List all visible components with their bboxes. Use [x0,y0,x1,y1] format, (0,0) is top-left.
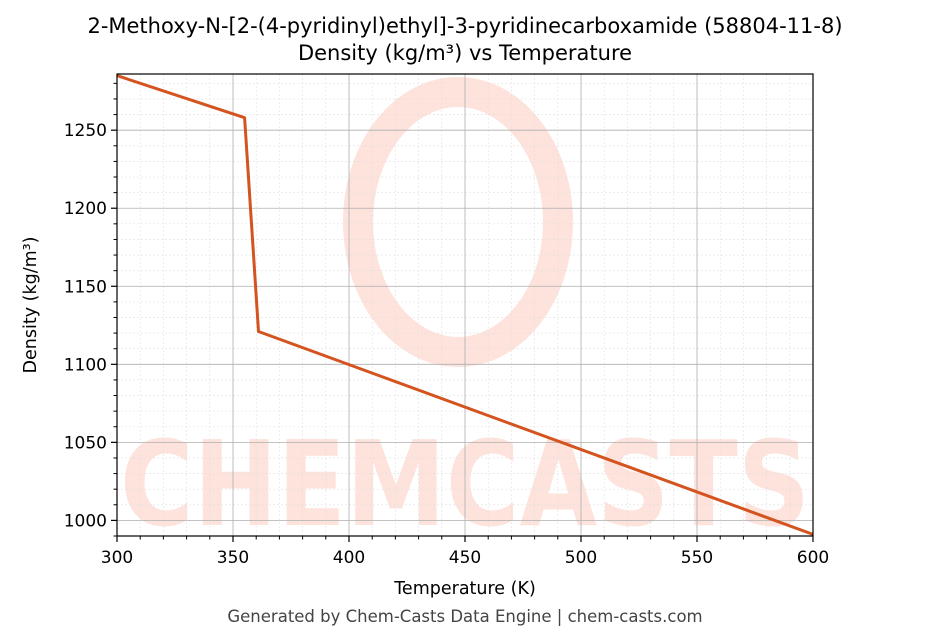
x-axis-label: Temperature (K) [393,579,536,599]
y-tick-label: 1150 [64,277,107,297]
y-tick-label: 1050 [64,433,107,453]
watermark-ring [343,77,573,367]
x-axis: 300 350 400 450 500 550 600 [101,536,829,568]
y-axis: 1000 1050 1100 1150 1200 1250 [64,82,117,537]
density-line [116,74,814,536]
chart-subtitle: Density (kg/m³) vs Temperature [297,41,633,65]
y-tick-label: 1000 [64,511,107,531]
x-tick-label: 600 [797,548,829,568]
y-axis-label: Density (kg/m³) [21,237,41,374]
y-tick-label: 1250 [64,121,107,141]
x-tick-label: 450 [449,548,481,568]
series-layer [116,74,814,536]
y-tick-label: 1200 [64,199,107,219]
x-tick-label: 400 [333,548,365,568]
x-tick-label: 300 [101,548,133,568]
y-tick-label: 1100 [64,355,107,375]
x-tick-label: 500 [565,548,597,568]
x-tick-label: 350 [217,548,249,568]
footer-credit: Generated by Chem-Casts Data Engine | ch… [227,607,703,626]
x-tick-label: 550 [681,548,713,568]
chart-title: 2-Methoxy-N-[2-(4-pyridinyl)ethyl]-3-pyr… [87,14,843,38]
